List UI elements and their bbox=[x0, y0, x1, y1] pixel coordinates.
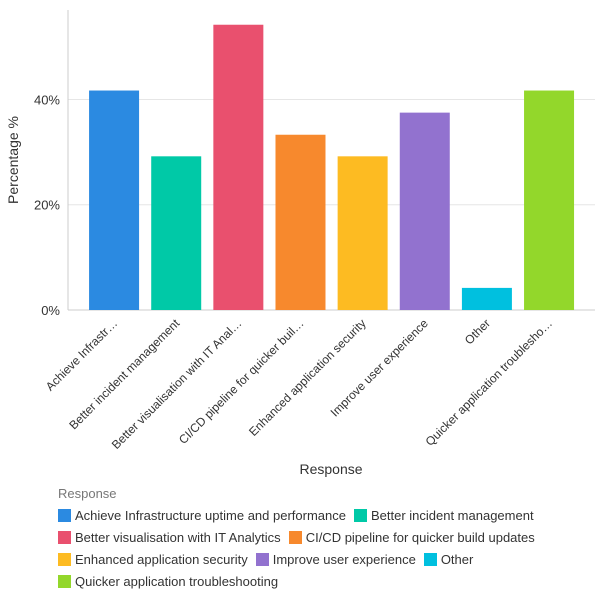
legend-swatch bbox=[255, 552, 269, 566]
bar-chart: 0%20%40%Achieve Infrastr…Better incident… bbox=[5, 10, 595, 477]
legend-label: Other bbox=[440, 551, 474, 567]
y-tick-label: 20% bbox=[34, 198, 60, 213]
x-tick-label: Enhanced application security bbox=[246, 316, 369, 439]
y-axis-title: Percentage % bbox=[5, 116, 21, 204]
legend-label: Achieve Infrastructure uptime and perfor… bbox=[75, 507, 346, 523]
legend-swatch bbox=[353, 508, 367, 522]
bar bbox=[151, 156, 202, 310]
legend-item[interactable]: Enhanced application security bbox=[58, 551, 248, 567]
bar bbox=[337, 156, 388, 310]
x-tick-label: Better incident management bbox=[66, 316, 182, 432]
x-axis-title: Response bbox=[299, 461, 362, 477]
legend-swatch bbox=[58, 552, 71, 566]
legend-item[interactable]: Better incident management bbox=[353, 507, 534, 523]
bar bbox=[275, 134, 326, 310]
legend-label: Better visualisation with IT Analytics bbox=[75, 529, 281, 545]
legend-swatch bbox=[423, 552, 437, 566]
legend-label: Quicker application troubleshooting bbox=[75, 573, 279, 589]
x-tick-label: Quicker application troublesho… bbox=[423, 316, 556, 449]
legend: Response Achieve Infrastructure uptime a… bbox=[58, 486, 588, 595]
legend-swatch bbox=[58, 508, 71, 522]
legend-title: Response bbox=[58, 486, 117, 501]
legend-label: Enhanced application security bbox=[75, 551, 248, 567]
legend-label: CI/CD pipeline for quicker build updates bbox=[305, 529, 535, 545]
bar bbox=[524, 90, 575, 311]
legend-item[interactable]: Quicker application troubleshooting bbox=[58, 573, 278, 589]
legend-swatch bbox=[288, 530, 302, 544]
x-tick-label: CI/CD pipeline for quicker buil… bbox=[176, 316, 307, 447]
bar bbox=[213, 24, 264, 310]
bar bbox=[89, 90, 140, 311]
legend-item[interactable]: Achieve Infrastructure uptime and perfor… bbox=[58, 507, 346, 523]
x-tick-label: Other bbox=[462, 316, 493, 347]
legend-label: Improve user experience bbox=[272, 551, 416, 567]
legend-item[interactable]: Better visualisation with IT Analytics bbox=[58, 529, 281, 545]
y-tick-label: 40% bbox=[34, 92, 60, 107]
legend-swatch bbox=[58, 530, 71, 544]
legend-item[interactable]: Other bbox=[423, 551, 474, 567]
legend-label: Better incident management bbox=[370, 507, 534, 523]
bar bbox=[399, 112, 450, 310]
x-tick-label: Better visualisation with IT Anal… bbox=[109, 316, 245, 452]
y-tick-label: 0% bbox=[41, 303, 60, 318]
legend-item[interactable]: CI/CD pipeline for quicker build updates bbox=[288, 529, 535, 545]
bar bbox=[461, 287, 512, 310]
legend-swatch bbox=[58, 574, 71, 588]
legend-item[interactable]: Improve user experience bbox=[255, 551, 416, 567]
